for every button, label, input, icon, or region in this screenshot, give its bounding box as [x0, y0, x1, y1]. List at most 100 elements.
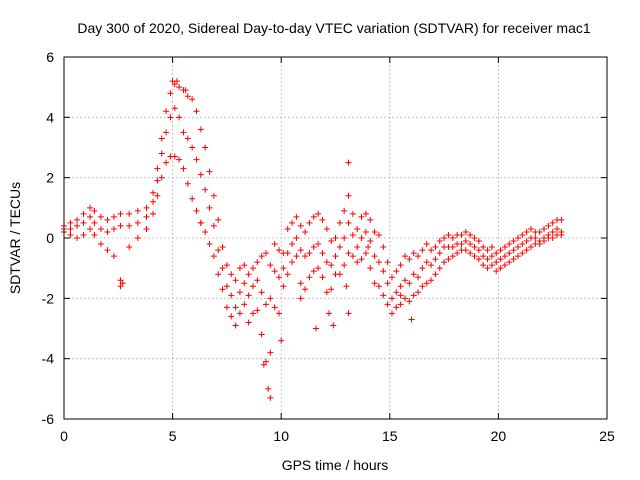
data-point: [436, 238, 443, 245]
data-point: [406, 280, 413, 287]
data-point: [232, 322, 239, 329]
data-point: [488, 244, 495, 251]
data-point: [441, 235, 448, 241]
data-point: [91, 219, 98, 226]
data-point: [254, 277, 261, 284]
data-point: [206, 204, 213, 211]
data-point: [267, 349, 274, 356]
x-tick-label: 10: [273, 428, 289, 444]
data-point: [184, 93, 191, 100]
data-point: [480, 262, 487, 269]
y-tick-label: 2: [46, 170, 54, 186]
data-point: [332, 253, 339, 260]
data-point: [484, 247, 491, 254]
data-point: [397, 262, 404, 269]
data-point: [358, 235, 365, 241]
data-point: [150, 210, 157, 217]
data-point: [375, 259, 382, 266]
data-point: [328, 286, 335, 293]
chart-title: Day 300 of 2020, Sidereal Day-to-day VTE…: [77, 20, 590, 36]
data-point: [154, 177, 161, 184]
data-point: [171, 153, 178, 160]
data-point: [319, 216, 326, 223]
data-point: [310, 213, 317, 220]
data-point: [428, 277, 435, 284]
data-point: [202, 228, 209, 235]
data-point: [143, 213, 150, 220]
data-point: [497, 265, 504, 272]
data-point: [488, 253, 495, 260]
data-point: [293, 235, 300, 241]
data-point: [428, 262, 435, 269]
data-point: [280, 265, 287, 272]
data-point: [143, 225, 150, 232]
data-point: [497, 247, 504, 254]
data-point: [475, 256, 482, 263]
data-point: [506, 250, 513, 257]
data-point: [354, 244, 361, 251]
data-point: [549, 235, 556, 241]
data-point: [241, 280, 248, 287]
data-point: [171, 81, 178, 88]
data-point: [449, 244, 456, 251]
data-point: [341, 207, 348, 214]
data-point: [343, 283, 350, 290]
data-point: [67, 219, 74, 226]
data-point: [158, 135, 165, 142]
data-point: [393, 304, 400, 311]
data-point: [245, 292, 252, 299]
data-point: [97, 241, 104, 248]
data-point: [328, 238, 335, 245]
data-point: [254, 259, 261, 266]
y-tick-label: 6: [46, 49, 54, 65]
data-point: [458, 231, 465, 238]
data-point: [163, 129, 170, 136]
data-point: [182, 87, 189, 94]
data-point: [254, 307, 261, 314]
x-tick-label: 0: [60, 428, 68, 444]
data-point: [210, 192, 217, 199]
data-point: [362, 228, 369, 235]
y-tick-label: -4: [42, 351, 55, 367]
data-point: [154, 192, 161, 199]
data-point: [91, 207, 98, 214]
data-point: [480, 253, 487, 260]
data-point: [541, 238, 548, 245]
data-point: [158, 150, 165, 157]
data-point: [402, 277, 409, 284]
data-point: [249, 310, 256, 317]
data-point: [423, 241, 430, 248]
y-tick-label: -2: [42, 290, 55, 306]
y-axis-label: SDTVAR / TECUs: [7, 182, 23, 294]
data-point: [371, 253, 378, 260]
data-point: [228, 271, 235, 278]
data-point: [297, 247, 304, 254]
data-point: [375, 283, 382, 290]
data-point: [462, 228, 469, 235]
data-point: [501, 262, 508, 269]
data-point: [197, 126, 204, 133]
data-points: [61, 78, 565, 401]
data-point: [388, 295, 395, 302]
data-point: [341, 235, 348, 241]
data-point: [117, 222, 124, 229]
data-point: [397, 301, 404, 308]
data-point: [284, 225, 291, 232]
data-point: [408, 316, 415, 323]
data-point: [523, 247, 530, 254]
data-point: [87, 213, 94, 220]
data-point: [419, 265, 426, 272]
data-point: [215, 271, 222, 278]
data-point: [510, 238, 517, 245]
data-point: [117, 210, 124, 217]
data-point: [349, 210, 356, 217]
data-point: [223, 304, 230, 311]
data-point: [558, 231, 565, 238]
data-point: [245, 319, 252, 326]
data-point: [210, 253, 217, 260]
data-point: [336, 271, 343, 278]
data-point: [232, 277, 239, 284]
y-tick-label: 0: [46, 230, 54, 246]
data-point: [163, 108, 170, 115]
